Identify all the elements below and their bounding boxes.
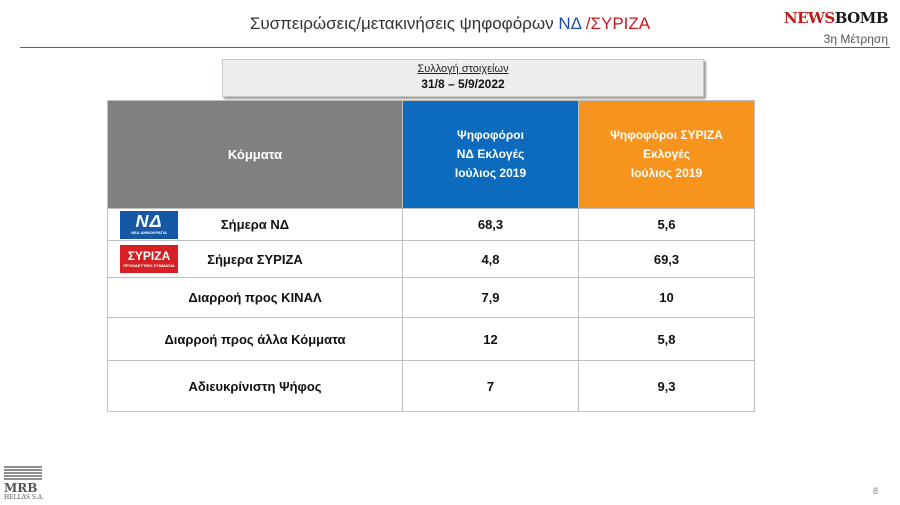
newsbomb-logo: NEWSBOMB [783,9,889,27]
table-row: Αδιευκρίνιστη Ψήφος 7 9,3 [107,360,755,412]
results-table: Κόμματα Ψηφοφόροι ΝΔ Εκλογές Ιούλιος 201… [107,100,755,412]
title-syriza-text: /ΣΥΡΙΖΑ [585,14,651,33]
header-nd-voters: Ψηφοφόροι ΝΔ Εκλογές Ιούλιος 2019 [402,100,579,209]
brand-bomb: BOMB [834,9,889,27]
nd-value-cell: 4,8 [402,240,579,278]
nd-value-cell: 12 [402,317,579,361]
header-nd-line2: ΝΔ Εκλογές [456,147,525,161]
syriza-value-cell: 5,6 [578,208,755,241]
table-row: Διαρροή προς ΚΙΝΑΛ 7,9 10 [107,277,755,318]
row-label-cell: ΝΔ ΝΕΑ ΔΗΜΟΚΡΑΤΙΑ Σήμερα ΝΔ [107,208,403,241]
collection-label: Συλλογή στοιχείων [417,63,509,75]
brand-news: NEWS [783,9,835,27]
header-syriza-voters: Ψηφοφόροι ΣΥΡΙΖΑ Εκλογές Ιούλιος 2019 [578,100,755,209]
slide-title: Συσπειρώσεις/μετακινήσεις ψηφοφόρων ΝΔ /… [0,14,900,34]
header-nd-line3: Ιούλιος 2019 [454,166,527,180]
title-main-text: Συσπειρώσεις/μετακινήσεις ψηφοφόρων [249,14,554,33]
title-nd-text: ΝΔ [558,14,582,33]
nd-value-cell: 7,9 [402,277,579,318]
collection-dates: 31/8 – 5/9/2022 [421,77,505,91]
measurement-label: 3η Μέτρηση [823,32,888,46]
page-number: 8 [872,486,878,496]
header-parties: Κόμματα [107,100,403,209]
nd-logo-text: ΝΔ [135,211,163,231]
mrb-logo-bars [4,466,42,480]
row-label-cell: ΣΥΡΙΖΑ ΠΡΟΟΔΕΥΤΙΚΗ ΣΥΜΜΑΧΙΑ Σήμερα ΣΥΡΙΖ… [107,240,403,278]
nd-party-logo: ΝΔ ΝΕΑ ΔΗΜΟΚΡΑΤΙΑ [120,210,178,239]
syriza-value-cell: 5,8 [578,317,755,361]
table-row: ΣΥΡΙΖΑ ΠΡΟΟΔΕΥΤΙΚΗ ΣΥΜΜΑΧΙΑ Σήμερα ΣΥΡΙΖ… [107,240,755,278]
syriza-value-cell: 9,3 [578,360,755,412]
nd-value-cell: 68,3 [402,208,579,241]
nd-logo-subtext: ΝΕΑ ΔΗΜΟΚΡΑΤΙΑ [131,230,167,235]
table-row: Διαρροή προς άλλα Κόμματα 12 5,8 [107,317,755,361]
row-label: Αδιευκρίνιστη Ψήφος [107,360,403,412]
table-row: ΝΔ ΝΕΑ ΔΗΜΟΚΡΑΤΙΑ Σήμερα ΝΔ 68,3 5,6 [107,208,755,241]
nd-value-cell: 7 [402,360,579,412]
header-syriza-line3: Ιούλιος 2019 [630,166,703,180]
table-header-row: Κόμματα Ψηφοφόροι ΝΔ Εκλογές Ιούλιος 201… [107,100,755,209]
syriza-logo-subtext: ΠΡΟΟΔΕΥΤΙΚΗ ΣΥΜΜΑΧΙΑ [123,263,175,268]
header-syriza-line1: Ψηφοφόροι ΣΥΡΙΖΑ [610,128,723,142]
mrb-logo: MRB HELLAS S.A. [4,466,44,502]
syriza-value-cell: 69,3 [578,240,755,278]
mrb-logo-subtext: HELLAS S.A. [4,494,44,501]
syriza-logo-text: ΣΥΡΙΖΑ [127,249,171,263]
row-label: Σήμερα ΝΔ [220,217,290,232]
row-label: Διαρροή προς άλλα Κόμματα [107,317,403,361]
header-divider [20,47,890,48]
data-collection-box: Συλλογή στοιχείων 31/8 – 5/9/2022 [222,59,704,97]
syriza-value-cell: 10 [578,277,755,318]
header-nd-line1: Ψηφοφόροι [457,128,524,142]
syriza-party-logo: ΣΥΡΙΖΑ ΠΡΟΟΔΕΥΤΙΚΗ ΣΥΜΜΑΧΙΑ [120,245,178,273]
row-label: Σήμερα ΣΥΡΙΖΑ [207,251,303,267]
header-syriza-line2: Εκλογές [643,147,690,161]
mrb-logo-name: MRB [4,481,38,495]
row-label: Διαρροή προς ΚΙΝΑΛ [107,277,403,318]
